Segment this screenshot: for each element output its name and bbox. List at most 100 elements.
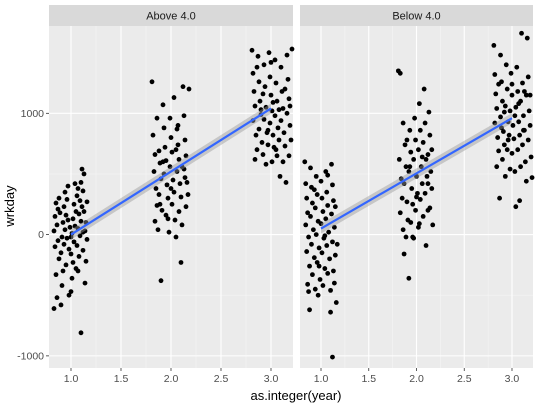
data-point (179, 222, 185, 228)
data-point (63, 262, 69, 268)
data-point (324, 189, 330, 195)
data-point (521, 127, 526, 133)
data-point (184, 180, 190, 185)
data-point (424, 173, 430, 179)
data-point (84, 199, 90, 205)
data-point (78, 218, 84, 224)
fit-line (320, 117, 513, 230)
data-point (69, 275, 75, 281)
data-point (68, 251, 74, 257)
data-point (249, 47, 255, 53)
data-point (511, 136, 517, 142)
data-point (61, 204, 67, 210)
data-point (323, 169, 329, 174)
data-point (310, 272, 315, 278)
data-point (263, 104, 269, 110)
data-point (277, 173, 283, 179)
data-point (274, 98, 280, 104)
data-point (253, 132, 259, 138)
data-point (426, 109, 432, 115)
data-point (305, 281, 311, 287)
data-point (492, 120, 498, 126)
data-point (154, 115, 160, 121)
data-point (268, 59, 274, 65)
data-point (257, 98, 263, 104)
data-point (273, 80, 279, 86)
data-point (314, 192, 320, 197)
data-point (397, 70, 403, 76)
data-point (415, 190, 420, 196)
data-point (53, 272, 59, 278)
data-point (308, 165, 313, 171)
data-point (504, 147, 510, 153)
data-point (494, 106, 500, 111)
data-point (418, 164, 424, 170)
data-point (329, 211, 334, 217)
data-point (152, 152, 158, 157)
data-point (429, 147, 435, 153)
data-point (182, 137, 188, 143)
data-point (497, 195, 502, 201)
data-point (417, 127, 423, 133)
data-point (186, 86, 192, 92)
data-point (74, 193, 80, 199)
data-point (526, 108, 532, 114)
data-point (411, 157, 417, 162)
data-point (412, 115, 417, 121)
data-point (150, 132, 156, 138)
data-point (250, 70, 256, 76)
x-tick-label: 2.5 (214, 373, 229, 385)
data-point (329, 161, 334, 167)
data-point (316, 263, 322, 269)
y-tick-label: 1000 (21, 108, 45, 120)
data-point (516, 119, 522, 125)
data-point (62, 189, 68, 195)
data-point (527, 123, 533, 128)
data-point (71, 239, 77, 245)
data-point (525, 137, 531, 143)
data-point (501, 142, 507, 148)
data-point (427, 205, 433, 211)
data-point (61, 241, 67, 247)
data-point (316, 245, 322, 251)
data-point (63, 212, 69, 218)
x-tick-label: 1.5 (114, 373, 129, 385)
data-point (413, 207, 418, 213)
data-point (330, 354, 335, 360)
data-point (260, 152, 266, 157)
facet-strip (49, 5, 293, 26)
data-point (419, 154, 425, 160)
data-point (406, 169, 412, 174)
data-point (501, 129, 506, 134)
data-point (60, 220, 66, 225)
data-point (513, 104, 519, 110)
data-point (53, 200, 59, 206)
data-point (161, 125, 167, 131)
data-point (276, 107, 282, 113)
data-point (55, 206, 61, 212)
data-point (513, 204, 519, 210)
data-point (80, 188, 86, 194)
data-point (333, 300, 339, 305)
data-point (401, 251, 407, 257)
data-point (328, 287, 333, 293)
data-point (322, 266, 328, 271)
data-point (528, 154, 534, 160)
data-point (529, 175, 535, 181)
data-point (498, 52, 503, 58)
data-point (174, 169, 180, 174)
data-point (276, 137, 282, 143)
data-point (416, 101, 422, 107)
data-point (496, 148, 502, 154)
data-point (499, 125, 504, 131)
data-point (514, 64, 520, 70)
data-point (260, 91, 266, 97)
data-point (307, 307, 312, 313)
x-axis-title: as.integer(year) (250, 388, 341, 403)
data-point (64, 197, 70, 202)
data-point (152, 218, 158, 224)
data-point (78, 180, 84, 185)
data-point (165, 216, 171, 222)
data-point (265, 142, 271, 148)
data-points (51, 46, 295, 336)
